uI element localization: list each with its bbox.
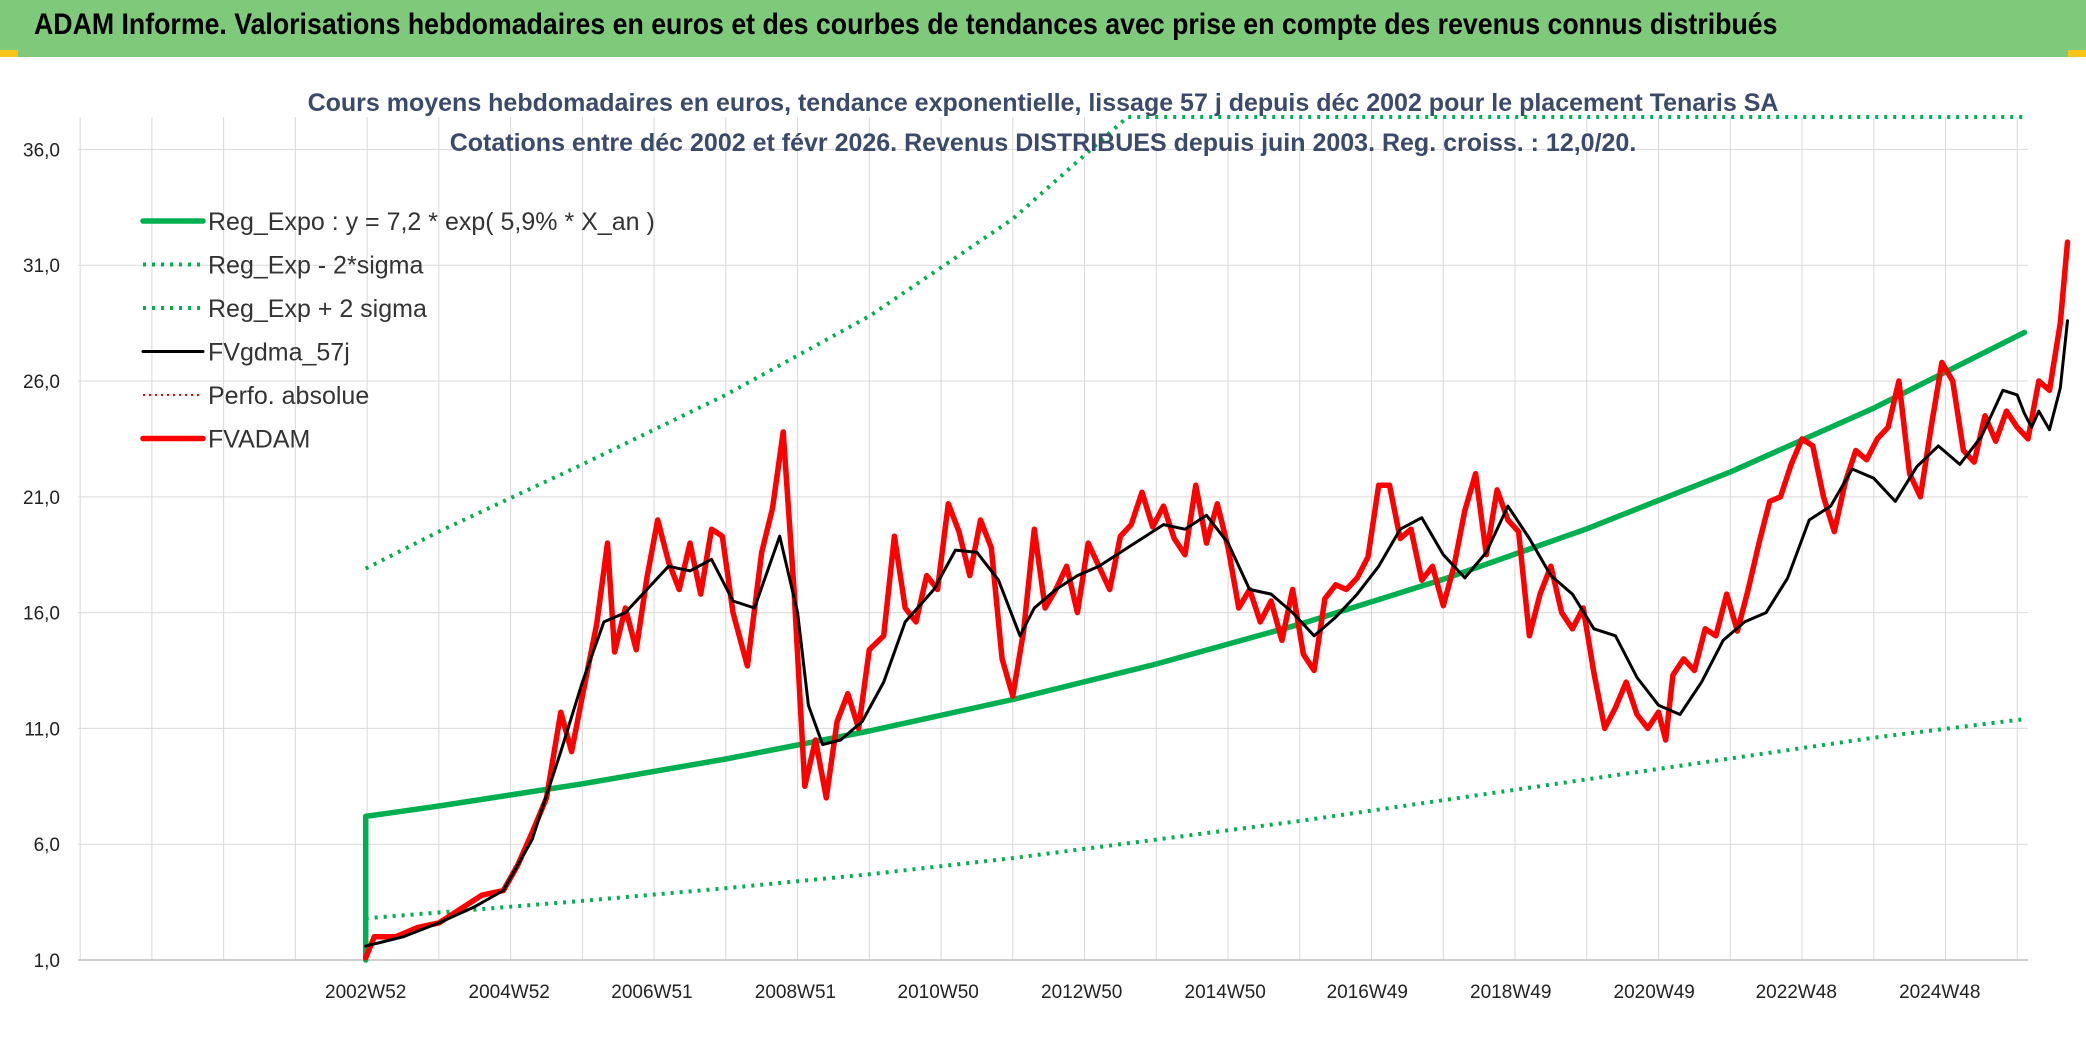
y-tick-label: 1,0 xyxy=(34,951,60,972)
x-tick-label: 2012W50 xyxy=(1041,982,1122,1003)
y-tick-label: 11,0 xyxy=(24,719,60,740)
series-line-smooth xyxy=(364,319,2069,948)
legend-label-perfo: Perfo. absolue xyxy=(208,382,369,410)
corner-accent-right xyxy=(2068,50,2086,57)
x-tick-label: 2024W48 xyxy=(1899,982,1980,1003)
x-tick-label: 2006W51 xyxy=(611,982,692,1003)
legend-label-low: Reg_Exp - 2*sigma xyxy=(208,252,423,280)
x-tick-label: 2018W49 xyxy=(1470,982,1551,1003)
chart-title-line-2: Cotations entre déc 2002 et févr 2026. R… xyxy=(450,129,1637,157)
x-tick-label: 2020W49 xyxy=(1614,982,1695,1003)
y-tick-label: 31,0 xyxy=(23,256,60,277)
y-tick-label: 16,0 xyxy=(23,604,60,625)
header-banner: ADAM Informe. Valorisations hebdomadaire… xyxy=(0,0,2086,57)
series-line-low xyxy=(365,717,2025,921)
x-tick-label: 2022W48 xyxy=(1756,982,1837,1003)
x-tick-label: 2010W50 xyxy=(898,982,979,1003)
x-tick-label: 2004W52 xyxy=(469,982,550,1003)
y-tick-label: 26,0 xyxy=(23,372,60,393)
legend-label-high: Reg_Exp + 2 sigma xyxy=(208,295,427,323)
chart-legend: Reg_Expo : y = 7,2 * exp( 5,9% * X_an ) R… xyxy=(140,208,655,454)
x-tick-label: 2016W49 xyxy=(1327,982,1408,1003)
x-tick-label: 2002W52 xyxy=(325,982,406,1003)
legend-label-fvadam: FVADAM xyxy=(208,426,310,454)
x-tick-label: 2014W50 xyxy=(1185,982,1266,1003)
corner-accent-left xyxy=(0,50,18,57)
chart-series xyxy=(362,115,2071,963)
series-line-reg xyxy=(362,329,2028,963)
series-line-fvadam xyxy=(362,239,2071,961)
legend-label-smooth: FVgdma_57j xyxy=(208,339,350,367)
y-tick-label: 6,0 xyxy=(34,835,60,856)
y-tick-label: 21,0 xyxy=(23,488,60,509)
chart-grid xyxy=(78,117,2028,961)
chart-title: Cours moyens hebdomadaires en euros, ten… xyxy=(308,89,1779,157)
x-tick-label: 2008W51 xyxy=(755,982,836,1003)
legend-label-reg: Reg_Expo : y = 7,2 * exp( 5,9% * X_an ) xyxy=(208,208,655,236)
chart-title-line-1: Cours moyens hebdomadaires en euros, ten… xyxy=(308,89,1779,117)
y-tick-label: 36,0 xyxy=(23,140,60,161)
chart-axes: 1,0 6,0 11,0 16,0 21,0 26,0 31,0 36,0 2002W52 200… xyxy=(23,140,2028,1003)
page-title: ADAM Informe. Valorisations hebdomadaire… xyxy=(34,8,1778,41)
